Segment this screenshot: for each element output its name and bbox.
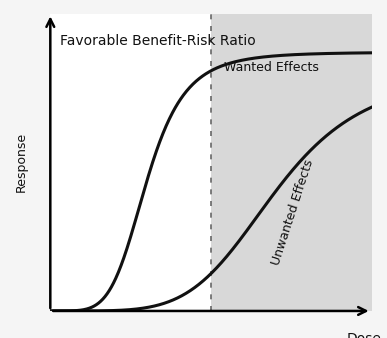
Text: Dose: Dose — [346, 332, 381, 338]
Bar — [211, 14, 372, 311]
Text: Wanted Effects: Wanted Effects — [224, 61, 319, 74]
Text: Unwanted Effects: Unwanted Effects — [270, 158, 316, 267]
Text: Response: Response — [15, 132, 28, 192]
Text: Favorable Benefit-Risk Ratio: Favorable Benefit-Risk Ratio — [60, 34, 256, 48]
